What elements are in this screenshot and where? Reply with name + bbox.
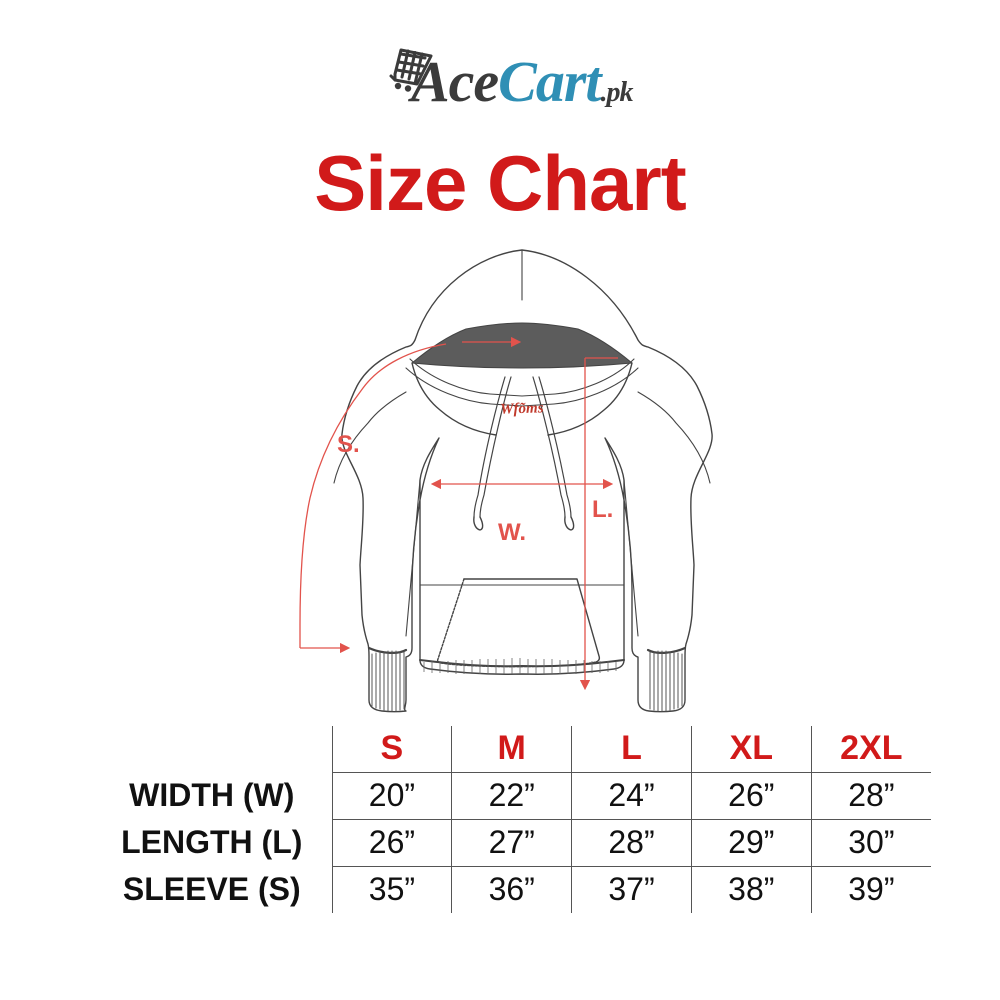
svg-text:L.: L.	[592, 496, 613, 523]
svg-text:S.: S.	[337, 431, 360, 458]
svg-text:W.: W.	[498, 519, 526, 546]
svg-text:Wfõms: Wfõms	[500, 400, 544, 418]
